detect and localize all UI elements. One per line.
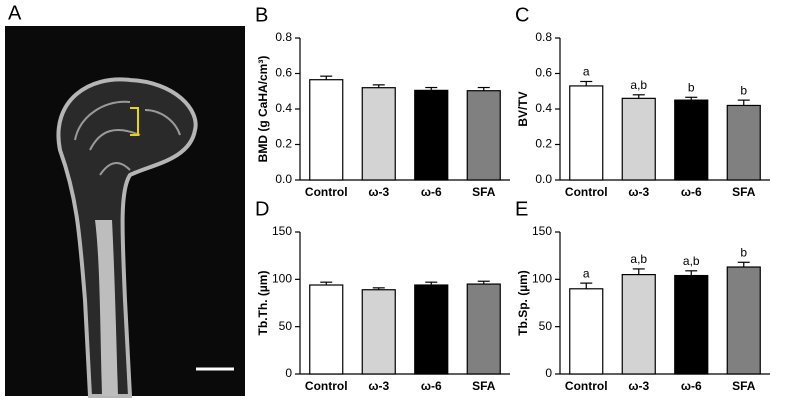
bar (309, 79, 344, 181)
significance-label: a (583, 65, 590, 79)
y-tick-label: 50 (539, 319, 553, 333)
y-tick-label: 0.6 (535, 66, 552, 80)
y-tick-label: 0.8 (535, 30, 552, 44)
panel-letter: C (515, 4, 529, 26)
x-tick-label: Control (565, 185, 608, 199)
x-tick-label: Control (305, 379, 348, 393)
panel-letter: D (255, 198, 269, 220)
y-tick-label: 0.8 (275, 30, 292, 44)
y-tick-label: 0.0 (535, 172, 552, 186)
y-axis-label: BMD (g CaHA/cm³) (256, 56, 270, 163)
x-tick-label: ω-6 (421, 185, 442, 199)
panel-letter: A (8, 2, 22, 24)
bar (414, 89, 449, 181)
x-tick-label: SFA (472, 379, 496, 393)
bar (621, 97, 656, 181)
bar (674, 274, 709, 375)
significance-label: b (740, 83, 747, 97)
x-tick-label: ω-6 (681, 185, 702, 199)
x-tick-label: ω-3 (628, 379, 649, 393)
y-tick-label: 0.2 (275, 137, 292, 151)
microct-image (5, 26, 245, 398)
x-tick-label: SFA (732, 379, 756, 393)
y-tick-label: 150 (272, 224, 292, 238)
significance-label: a,b (630, 78, 647, 92)
bar (726, 104, 761, 181)
panel-letter: E (515, 198, 528, 220)
bar (361, 289, 396, 375)
y-tick-label: 0.2 (535, 137, 552, 151)
x-tick-label: Control (305, 185, 348, 199)
bar (726, 266, 761, 375)
x-tick-label: ω-3 (628, 185, 649, 199)
bar (621, 274, 656, 375)
x-tick-label: ω-6 (681, 379, 702, 393)
significance-label: a (583, 266, 590, 280)
bar (466, 90, 501, 181)
y-tick-label: 100 (272, 272, 292, 286)
bar (466, 283, 501, 375)
significance-label: b (740, 245, 747, 259)
y-axis-label: Tb.Sp. (µm) (516, 270, 530, 336)
bar (674, 99, 709, 181)
bar (361, 87, 396, 181)
y-tick-label: 100 (532, 272, 552, 286)
y-tick-label: 0.6 (275, 66, 292, 80)
panel-letter: B (255, 4, 268, 26)
bar (569, 85, 604, 181)
x-tick-label: Control (565, 379, 608, 393)
x-tick-label: ω-3 (368, 379, 389, 393)
y-axis-label: Tb.Th. (µm) (256, 271, 270, 336)
y-tick-label: 0.4 (275, 101, 292, 115)
bar (309, 284, 344, 375)
y-tick-label: 0 (285, 366, 292, 380)
x-tick-label: ω-3 (368, 185, 389, 199)
y-tick-label: 50 (279, 319, 293, 333)
x-tick-label: SFA (472, 185, 496, 199)
y-tick-label: 0.0 (275, 172, 292, 186)
significance-label: a,b (630, 252, 647, 266)
y-tick-label: 0 (545, 366, 552, 380)
y-tick-label: 0.4 (535, 101, 552, 115)
y-axis-label: BV/TV (516, 91, 530, 126)
bar (569, 288, 604, 375)
x-tick-label: ω-6 (421, 379, 442, 393)
x-tick-label: SFA (732, 185, 756, 199)
bar (414, 284, 449, 375)
significance-label: b (688, 80, 695, 94)
significance-label: a,b (683, 254, 700, 268)
y-tick-label: 150 (532, 224, 552, 238)
